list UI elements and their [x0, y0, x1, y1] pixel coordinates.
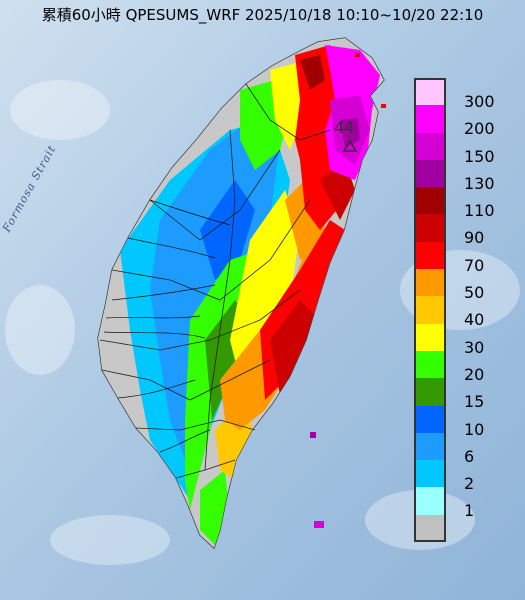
- legend-row: 15: [414, 378, 494, 411]
- legend-row: 200: [414, 105, 495, 138]
- offshore-islet: [355, 53, 360, 57]
- legend-row: 150: [414, 132, 495, 166]
- legend-swatch: [414, 214, 446, 242]
- green-island: [310, 432, 316, 438]
- cloud-texture: [5, 80, 520, 565]
- guishan-island: [381, 104, 386, 108]
- station-triangle-icon: [342, 139, 358, 152]
- station-label: 44: [334, 118, 355, 137]
- legend-swatch: [414, 405, 446, 433]
- legend-swatch: [414, 323, 446, 351]
- legend-label: 150: [464, 146, 495, 166]
- legend-label: 300: [464, 92, 495, 111]
- legend-label: 40: [464, 310, 485, 330]
- legend-label: 1: [464, 501, 475, 521]
- legend-row: 70: [414, 241, 494, 275]
- legend-row: 6: [414, 432, 494, 466]
- orchid-island: [314, 521, 324, 528]
- legend-row: 2: [414, 460, 494, 493]
- legend-label: 110: [464, 201, 495, 221]
- legend-row: 20: [414, 350, 494, 384]
- legend-swatch: [414, 105, 446, 133]
- legend-swatch: [414, 241, 446, 270]
- legend-swatch: [414, 159, 446, 188]
- legend-swatch: [414, 514, 446, 543]
- legend-swatch: [414, 350, 446, 379]
- legend-label: 130: [464, 173, 495, 193]
- legend-row: 1: [414, 487, 494, 520]
- county-boundaries: [99, 83, 331, 479]
- legend-label: 10: [464, 419, 485, 439]
- rivers: [103, 199, 231, 453]
- rainfall-legend: 300 200 150 130 110 90 70 50 40 30 20 15 10 6 2 1: [414, 78, 495, 543]
- legend-swatch: [414, 378, 446, 406]
- legend-swatch: [414, 269, 446, 297]
- legend-label: 70: [464, 255, 485, 275]
- legend-label: 2: [464, 474, 475, 494]
- legend-row: 300: [414, 78, 495, 111]
- map-title: 累積60小時 QPESUMS_WRF 2025/10/18 10:10~10/2…: [41, 6, 484, 24]
- legend-row: 30: [414, 323, 494, 357]
- legend-swatch: [414, 296, 446, 324]
- legend-swatch: [414, 132, 446, 160]
- legend-row: 110: [414, 187, 495, 220]
- legend-row: 90: [414, 214, 494, 247]
- legend-row: 40: [414, 296, 494, 329]
- legend-label: 50: [464, 283, 485, 303]
- legend-swatch: [414, 432, 446, 461]
- legend-row: 130: [414, 159, 495, 193]
- legend-label: 15: [464, 392, 485, 412]
- legend-label: 200: [464, 119, 495, 139]
- legend-row: 10: [414, 405, 494, 439]
- legend-row: [414, 514, 494, 543]
- legend-swatch: [414, 487, 446, 515]
- legend-swatch: [414, 460, 446, 488]
- legend-row: 50: [414, 269, 494, 302]
- legend-label: 6: [464, 446, 475, 466]
- legend-swatch: [414, 78, 446, 106]
- legend-label: 30: [464, 337, 485, 357]
- legend-swatch: [414, 187, 446, 215]
- legend-label: 20: [464, 364, 485, 384]
- legend-label: 90: [464, 228, 485, 248]
